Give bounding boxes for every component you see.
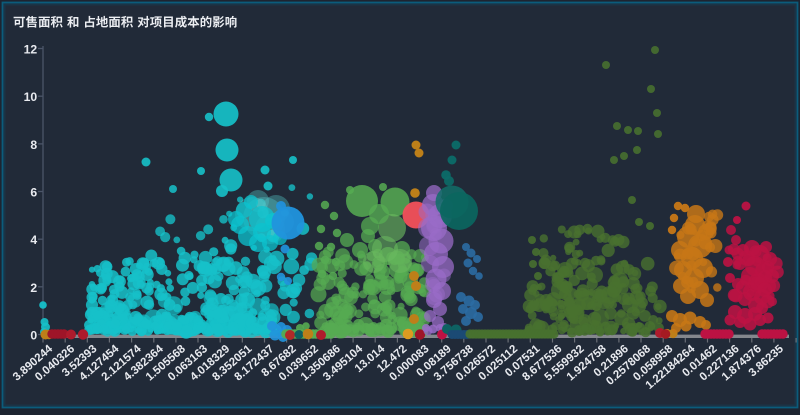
svg-text:2: 2 <box>30 281 37 295</box>
svg-text:8: 8 <box>30 138 37 152</box>
svg-text:0: 0 <box>30 329 37 343</box>
svg-text:4: 4 <box>30 233 37 247</box>
svg-text:6: 6 <box>30 186 37 200</box>
svg-text:10: 10 <box>24 90 38 104</box>
svg-text:12: 12 <box>24 43 38 57</box>
